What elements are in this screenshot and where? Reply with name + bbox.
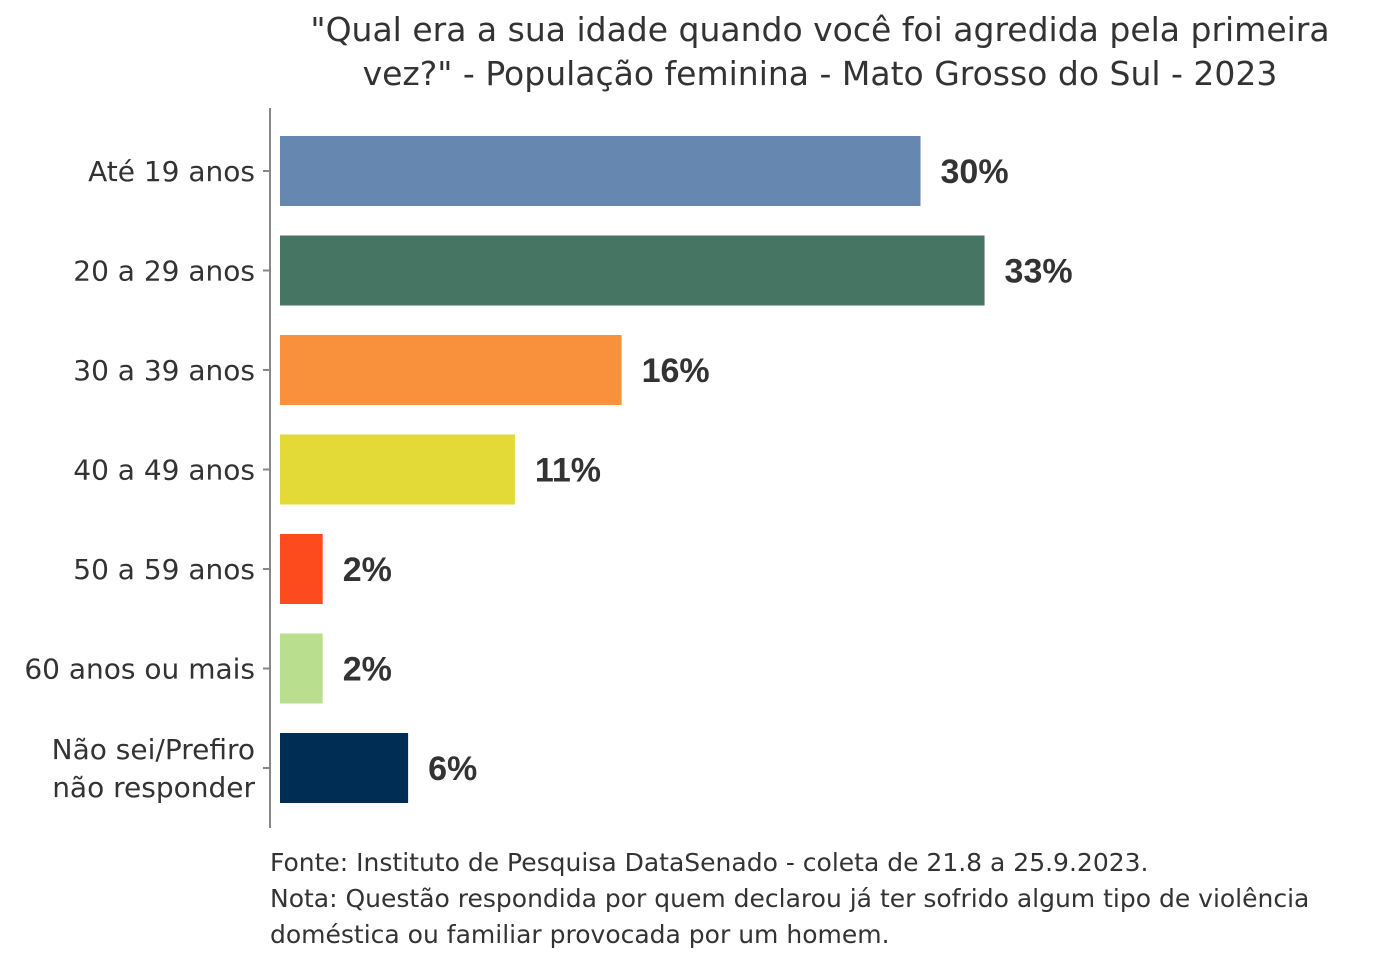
chart-title-line-2: vez?" - População feminina - Mato Grosso…: [362, 54, 1278, 93]
bar: [280, 733, 409, 803]
bar: [280, 434, 515, 505]
footnote-line-1: Nota: Questão respondida por quem declar…: [270, 884, 1310, 913]
bar-value-label: 16%: [642, 352, 710, 390]
category-label: 30 a 39 anos: [73, 354, 255, 387]
category-label-line: 20 a 29 anos: [73, 255, 255, 288]
category-label: 40 a 49 anos: [73, 454, 255, 487]
footnote-line-2: doméstica ou familiar provocada por um h…: [270, 920, 890, 949]
bar: [280, 633, 323, 704]
category-label-line: 30 a 39 anos: [73, 354, 255, 387]
bar-value-label: 2%: [343, 551, 392, 589]
category-label: Até 19 anos: [88, 155, 255, 188]
category-label: 20 a 29 anos: [73, 255, 255, 288]
bar: [280, 235, 985, 306]
chart-footer: Fonte: Instituto de Pesquisa DataSenado …: [270, 845, 1370, 953]
bar: [280, 534, 323, 604]
bar-value-label: 33%: [1005, 253, 1073, 291]
category-label-line: 50 a 59 anos: [73, 553, 255, 586]
bar-value-label: 30%: [941, 153, 1009, 191]
category-label-line: 60 anos ou mais: [24, 653, 255, 686]
bar: [280, 136, 921, 206]
bar-value-label: 2%: [343, 651, 392, 689]
category-label: Não sei/Prefiro não responder: [52, 733, 256, 804]
category-label-line: Não sei/Prefiro: [52, 733, 255, 766]
chart-title-line-1: "Qual era a sua idade quando você foi ag…: [310, 10, 1330, 49]
category-label-line: Até 19 anos: [88, 155, 255, 188]
chart-title: "Qual era a sua idade quando você foi ag…: [270, 8, 1370, 96]
bar-value-label: 11%: [535, 452, 601, 490]
category-label-line: 40 a 49 anos: [73, 454, 255, 487]
chart-marks: 30% Até 19 anos 33% 20 a 29 anos 16% 30 a 39 …: [24, 136, 1073, 804]
bar: [280, 335, 622, 405]
category-label: 60 anos ou mais: [24, 653, 255, 686]
bar-value-label: 6%: [428, 750, 477, 788]
category-label: 50 a 59 anos: [73, 553, 255, 586]
source-note: Fonte: Instituto de Pesquisa DataSenado …: [270, 848, 1149, 877]
category-label-line: não responder: [52, 771, 255, 804]
